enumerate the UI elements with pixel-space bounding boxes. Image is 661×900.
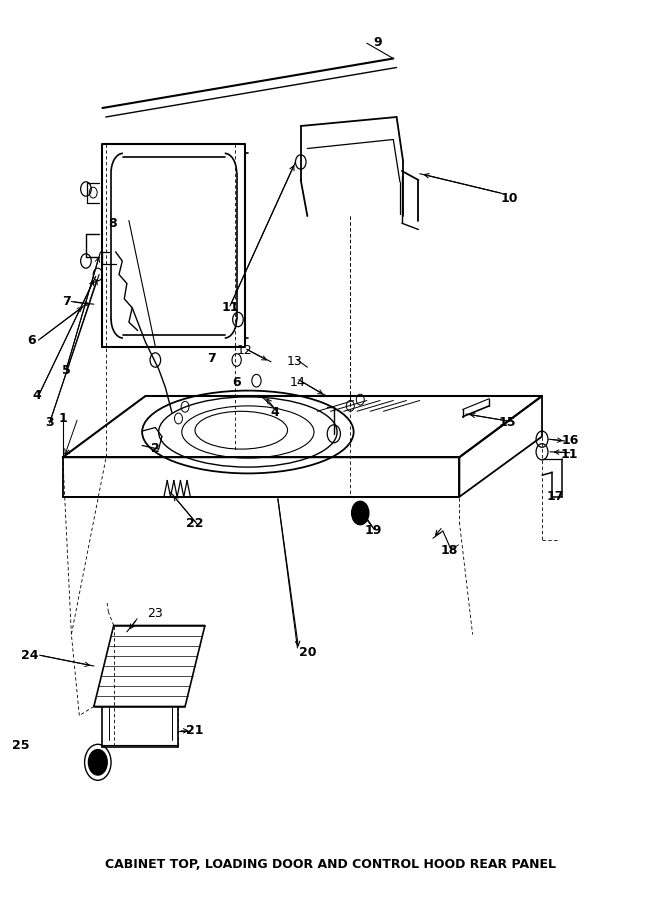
Text: 11: 11 <box>221 302 239 314</box>
Text: 22: 22 <box>186 518 204 530</box>
Text: 11: 11 <box>561 448 578 461</box>
Text: 19: 19 <box>364 525 381 537</box>
Text: 6: 6 <box>232 376 241 389</box>
Text: 24: 24 <box>21 649 38 662</box>
Text: CABINET TOP, LOADING DOOR AND CONTROL HOOD REAR PANEL: CABINET TOP, LOADING DOOR AND CONTROL HO… <box>105 858 556 870</box>
Text: 5: 5 <box>61 364 71 377</box>
Text: 3: 3 <box>45 417 54 429</box>
Text: 18: 18 <box>441 544 458 557</box>
Text: 4: 4 <box>270 406 279 419</box>
Text: 21: 21 <box>186 724 204 737</box>
Text: 6: 6 <box>27 334 36 346</box>
Text: 1: 1 <box>58 412 67 425</box>
Text: 7: 7 <box>207 352 216 365</box>
Text: 10: 10 <box>500 192 518 204</box>
Text: 9: 9 <box>373 36 383 49</box>
Circle shape <box>89 750 107 775</box>
Text: 8: 8 <box>108 217 117 230</box>
Text: 7: 7 <box>61 295 71 308</box>
Text: 20: 20 <box>299 646 316 659</box>
Text: 14: 14 <box>290 376 305 389</box>
Text: 4: 4 <box>32 390 41 402</box>
Text: 23: 23 <box>147 608 163 620</box>
Text: 25: 25 <box>13 739 30 752</box>
Circle shape <box>352 501 369 525</box>
Text: 2: 2 <box>151 442 160 454</box>
Text: 16: 16 <box>561 435 578 447</box>
Text: 15: 15 <box>499 417 516 429</box>
Text: 13: 13 <box>286 356 302 368</box>
Text: 12: 12 <box>237 345 253 357</box>
Text: 17: 17 <box>547 491 564 503</box>
